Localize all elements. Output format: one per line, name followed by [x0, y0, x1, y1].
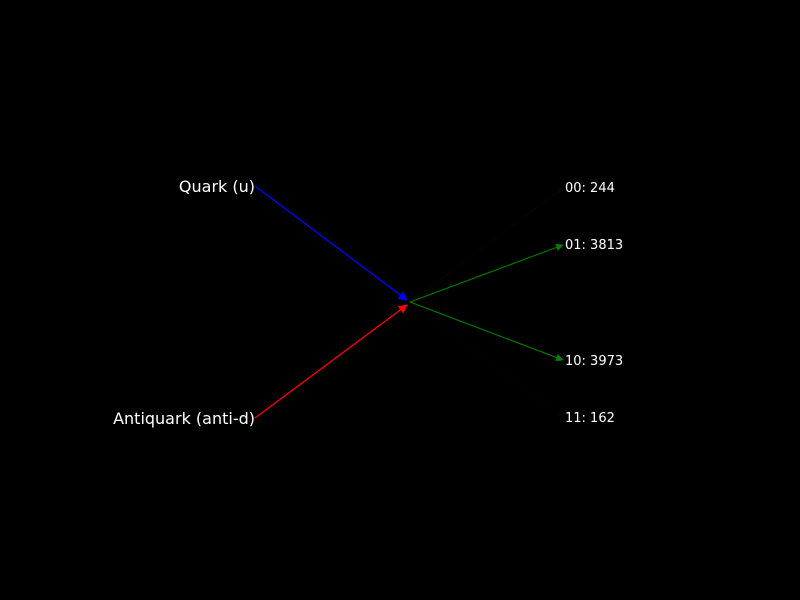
outcome-label-01: 01: 3813	[565, 238, 623, 253]
quark-arrow	[254, 185, 408, 301]
outcome-arrow-11	[409, 301, 564, 418]
antiquark-label: Antiquark (anti-d)	[113, 409, 255, 428]
outcome-arrow-01	[409, 243, 564, 303]
outcome-label-11: 11: 162	[565, 411, 615, 426]
outcome-arrow-10	[409, 301, 564, 362]
quark-label: Quark (u)	[179, 177, 255, 196]
antiquark-arrow	[254, 304, 408, 419]
outcome-label-00: 00: 244	[565, 181, 615, 196]
outcome-arrows	[409, 187, 564, 418]
outcome-label-10: 10: 3973	[565, 354, 623, 369]
outcome-arrow-00	[409, 187, 564, 303]
